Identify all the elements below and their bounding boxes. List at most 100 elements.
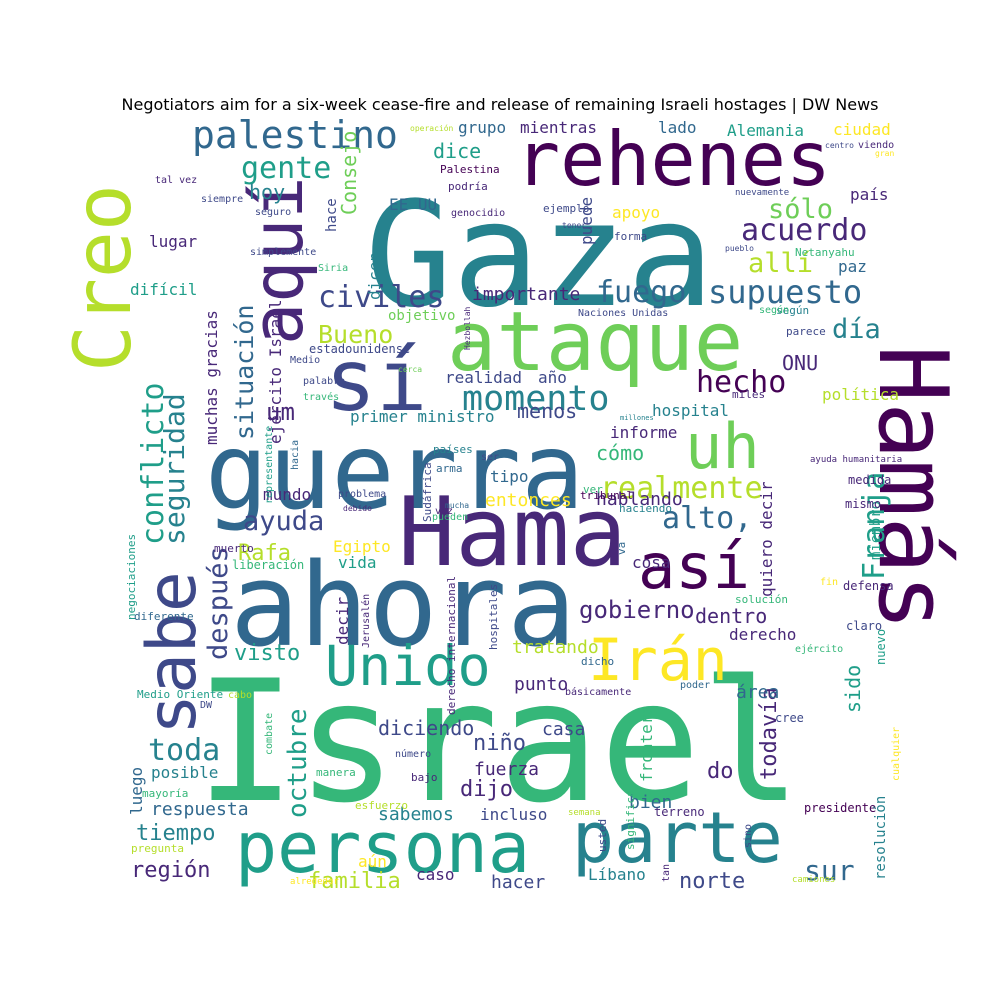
cloud-word: operación [410,123,454,133]
cloud-word: gente [241,151,331,186]
cloud-word: Hamás [857,345,967,631]
cloud-word: informe [610,423,677,442]
cloud-word: país [850,185,889,204]
cloud-word: gran [875,149,894,158]
cloud-word: cómo [596,441,644,465]
cloud-word: solución [735,593,788,606]
cloud-word: terreno [654,805,705,819]
cloud-word: liberación [232,558,304,572]
cloud-word: camiones [792,875,835,885]
cloud-word: hablando [596,489,683,510]
cloud-word: aquí [237,176,319,345]
cloud-word: tipo [490,467,529,486]
cloud-word: significa [624,790,637,850]
cloud-word: día [832,314,881,345]
cloud-word: entonces [485,490,572,511]
cloud-word: muchas gracias [202,310,221,445]
cloud-word: hoy [249,180,285,204]
cloud-word: forma [614,230,647,243]
cloud-word: realidad [445,368,522,387]
cloud-word: um [266,398,295,426]
cloud-word: quiero decir [757,481,776,597]
cloud-word: decir [333,596,352,645]
cloud-word: millones [620,414,654,422]
cloud-word: según [759,304,789,316]
cloud-word: importante [472,284,580,305]
cloud-word: muerto [214,542,254,555]
cloud-word: difícil [130,280,197,299]
cloud-word: cerca [398,365,422,374]
cloud-word: ejemplo [543,202,589,215]
cloud-word: usted [596,819,609,852]
cloud-word: ser [481,452,499,463]
cloud-word: momento [462,379,610,419]
cloud-word: nuevo [874,629,888,665]
cloud-word: Naciones Unidas [578,308,668,319]
cloud-word: EE UU [389,195,437,214]
cloud-word: cree [775,711,804,725]
cloud-word: Creo [59,184,149,372]
cloud-word: manera [316,766,356,779]
cloud-word: hospitales [487,584,500,650]
cloud-word: hecho [696,365,786,400]
cloud-word: diciendo [378,716,474,740]
cloud-word: todavía [757,687,782,780]
cloud-word: simplemente [250,247,316,258]
cloud-word: alto, [662,501,752,536]
cloud-word: seguro [255,207,291,218]
cloud-word: hospital [652,401,729,420]
cloud-word: defensa [843,579,894,593]
cloud-word: ver [583,483,603,496]
cloud-word: Medio [290,355,320,366]
cloud-word: tiempo [136,821,215,846]
cloud-word: Franja [857,472,892,580]
cloud-word: podría [448,180,488,193]
cloud-word: política [822,385,899,404]
cloud-word: sur [804,854,855,887]
cloud-word: claro [846,619,882,633]
cloud-word: uh [685,410,760,483]
cloud-word: según [776,304,809,317]
cloud-word: mayoría [142,787,188,800]
cloud-word: sino [743,824,754,848]
cloud-word: básicamente [565,686,631,698]
cloud-word: ejército Israel [266,300,285,445]
cloud-word: luego [127,767,146,815]
cloud-word: Netanyahu [795,246,855,259]
cloud-word: esfuerzo [355,799,408,812]
cloud-word: área [736,682,779,703]
cloud-word: derecho internacional [445,576,458,715]
cloud-word: realmente [600,471,763,506]
cloud-word: bien [629,792,672,813]
cloud-word: acuerdo [741,213,867,248]
cloud-word: lado [658,118,697,137]
cloud-word: gobierno [579,596,695,624]
cloud-word: parece [786,325,826,338]
cloud-word: guerra [205,411,584,533]
cloud-word: menos [517,399,577,423]
cloud-word: Israel [195,644,802,840]
cloud-word: Consejo [337,131,361,215]
cloud-word: Unido [325,634,491,698]
cloud-word: Rafa [238,541,291,566]
cloud-word: do [707,759,734,784]
cloud-word: allí [748,248,813,279]
cloud-word: apoyo [612,203,660,222]
cloud-word: incluso [480,805,547,824]
cloud-word: supuesto [708,273,862,311]
cloud-word: dijo [460,777,513,802]
cloud-word: conflicto [136,382,171,545]
cloud-word: Siria [318,263,348,274]
cloud-word: norte [679,869,745,894]
cloud-word: poder [680,680,710,691]
cloud-word: representante [264,426,275,504]
cloud-word: así [638,530,750,603]
cloud-word: tal vez [155,175,197,186]
cloud-word: mismo [845,497,881,511]
cloud-word: casa [542,719,585,740]
cloud-word: Irán [588,626,728,694]
cloud-word: Hezbollah [463,306,472,350]
cloud-word: Medio Oriente [137,688,223,701]
cloud-word: diferente [134,610,194,623]
cloud-word: fuego [596,275,686,310]
